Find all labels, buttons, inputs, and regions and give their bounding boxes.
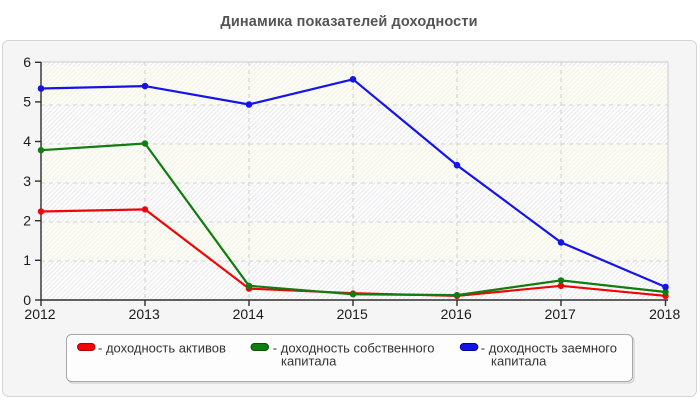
- svg-text:1: 1: [23, 252, 31, 268]
- svg-text:6: 6: [23, 54, 31, 70]
- svg-text:2018: 2018: [649, 306, 680, 322]
- svg-text:4: 4: [23, 133, 31, 149]
- svg-text:капитала: капитала: [491, 354, 547, 369]
- svg-text:2012: 2012: [24, 306, 55, 322]
- svg-text:2016: 2016: [441, 306, 472, 322]
- svg-text:2013: 2013: [129, 306, 160, 322]
- svg-text:- доходность собственного: - доходность собственного: [273, 341, 435, 356]
- svg-text:2014: 2014: [233, 306, 264, 322]
- svg-text:- доходность активов: - доходность активов: [98, 341, 226, 356]
- svg-text:3: 3: [23, 173, 31, 189]
- svg-text:2: 2: [23, 212, 31, 228]
- svg-text:2015: 2015: [337, 306, 368, 322]
- svg-text:Динамика показателей доходност: Динамика показателей доходности: [220, 14, 477, 30]
- svg-text:капитала: капитала: [281, 354, 337, 369]
- svg-text:2017: 2017: [545, 306, 576, 322]
- svg-text:5: 5: [23, 94, 31, 110]
- svg-text:0: 0: [23, 292, 31, 308]
- svg-text:- доходность заемного: - доходность заемного: [481, 341, 617, 356]
